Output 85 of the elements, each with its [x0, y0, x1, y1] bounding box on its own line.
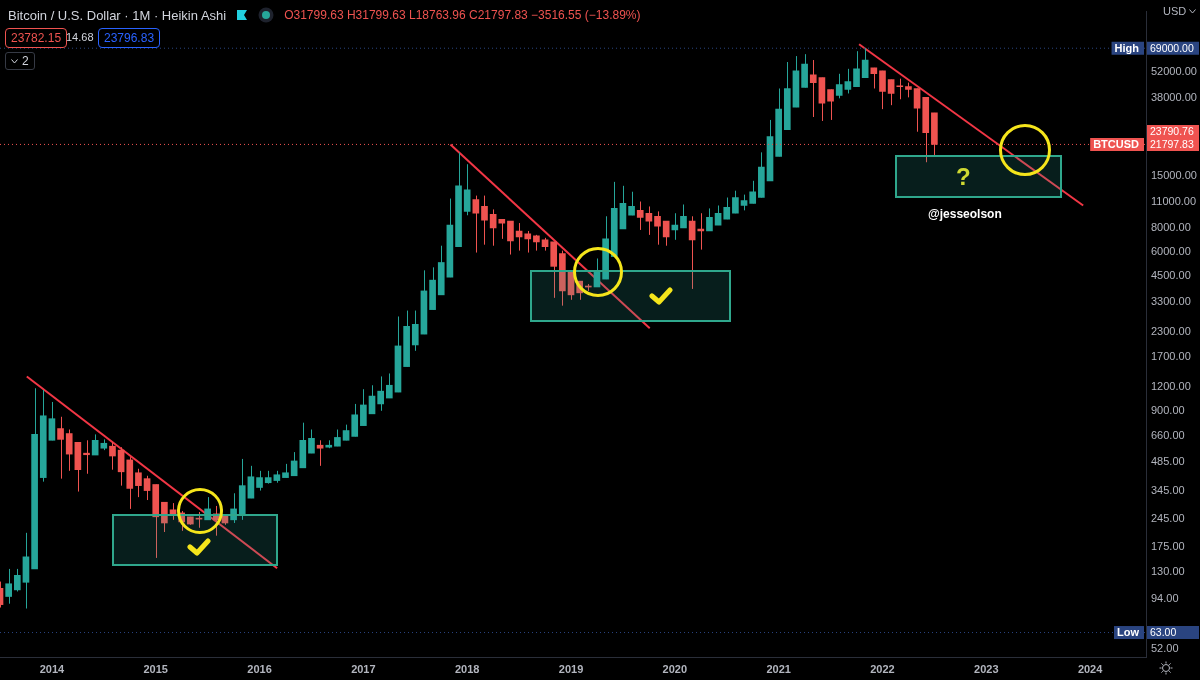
- y-tick-label: 15000.00: [1151, 168, 1197, 181]
- candlestick: [31, 387, 38, 570]
- y-tick-label: 245.00: [1151, 512, 1185, 525]
- candlestick: [732, 190, 739, 214]
- candlestick: [783, 61, 791, 131]
- annotation: 23782.15: [5, 28, 68, 48]
- candlestick: [896, 78, 904, 100]
- x-tick-label: 2019: [558, 662, 584, 675]
- candlestick: [5, 568, 12, 605]
- y-tick-label: 6000.00: [1151, 245, 1191, 258]
- candlestick: [827, 88, 834, 121]
- y-tick-label: 94.00: [1151, 592, 1179, 605]
- x-tick-label: 2023: [974, 662, 999, 675]
- ref-line-label: BTCUSD: [1093, 137, 1140, 150]
- candlestick: [749, 180, 757, 204]
- candlestick: [152, 484, 160, 559]
- x-tick-label: 2018: [454, 662, 480, 675]
- annotation: 2: [22, 54, 29, 68]
- candlestick: [325, 439, 333, 449]
- y-tick-label: 175.00: [1151, 540, 1185, 553]
- ref-line-label: High: [1114, 41, 1140, 54]
- y-tick-label: 485.00: [1151, 455, 1185, 468]
- x-tick-label: 2014: [39, 662, 66, 675]
- y-tick-label: 660.00: [1151, 429, 1185, 442]
- annotation: 14.68: [66, 31, 94, 43]
- candlestick: [455, 151, 462, 248]
- candlestick: [628, 191, 635, 216]
- candlestick: [879, 70, 886, 110]
- x-tick-label: 2024: [1077, 662, 1104, 675]
- y-tick-label: 11000.00: [1151, 194, 1197, 207]
- candlestick: [264, 470, 272, 485]
- annotation: @jesseolson: [928, 207, 1002, 221]
- candlestick: [758, 151, 765, 199]
- candlestick: [403, 310, 410, 368]
- ref-line-label: Low: [1117, 626, 1140, 639]
- candlestick: [308, 429, 315, 454]
- candlestick: [187, 516, 194, 526]
- x-tick-label: 2015: [143, 662, 168, 675]
- y-tick-label: 38000.00: [1151, 91, 1197, 104]
- candlestick: [429, 266, 436, 311]
- candlestick: [905, 82, 912, 98]
- y-tick-label: 2300.00: [1151, 325, 1191, 338]
- candlestick: [238, 458, 246, 521]
- candlestick: [835, 73, 843, 99]
- y-tick-label: 52000.00: [1151, 64, 1197, 77]
- y-tick-label: 1700.00: [1151, 350, 1191, 363]
- candlestick: [334, 429, 341, 447]
- candlestick: [775, 87, 782, 157]
- annotation: 23796.83: [98, 28, 161, 48]
- text: 23790.76: [1150, 124, 1194, 137]
- candlestick: [100, 438, 108, 451]
- candlestick: [463, 163, 471, 216]
- candlestick: [57, 416, 64, 480]
- y-tick-label: 130.00: [1151, 565, 1185, 578]
- text: 21797.83: [1150, 137, 1194, 150]
- text: USD: [1163, 5, 1187, 17]
- candlestick: [636, 201, 644, 231]
- y-tick-label: 3300.00: [1151, 295, 1191, 308]
- candlestick: [126, 456, 134, 510]
- candlestick: [559, 250, 566, 307]
- x-tick-label: 2016: [247, 662, 272, 675]
- y-tick-label: 52.00: [1151, 641, 1179, 654]
- candlestick: [437, 245, 445, 296]
- y-tick-label: 345.00: [1151, 483, 1185, 496]
- candlestick: [39, 389, 47, 483]
- x-tick-label: 2021: [766, 662, 791, 675]
- text: 69000.00: [1150, 41, 1194, 54]
- y-tick-label: 900.00: [1151, 403, 1185, 416]
- text: 63.00: [1150, 625, 1177, 638]
- candlestick: [351, 403, 359, 437]
- annotation: ?: [956, 163, 971, 191]
- annotation: O31799.63 H31799.63 L18763.96 C21797.83 −3516.55 (−13.89%): [284, 8, 641, 22]
- chart-title: Bitcoin / U.S. Dollar · 1M · Heikin Ashi: [8, 7, 227, 23]
- candlestick: [256, 470, 263, 492]
- candlestick: [282, 463, 289, 479]
- x-tick-label: 2020: [662, 662, 688, 675]
- candlestick: [723, 197, 731, 220]
- y-tick-label: 8000.00: [1151, 221, 1191, 234]
- candlestick: [550, 241, 558, 299]
- x-tick-label: 2022: [870, 662, 895, 675]
- y-tick-label: 1200.00: [1151, 379, 1191, 392]
- y-tick-label: 4500.00: [1151, 269, 1191, 282]
- candlestick: [809, 59, 817, 118]
- x-tick-label: 2017: [351, 662, 376, 675]
- candlestick: [135, 468, 142, 498]
